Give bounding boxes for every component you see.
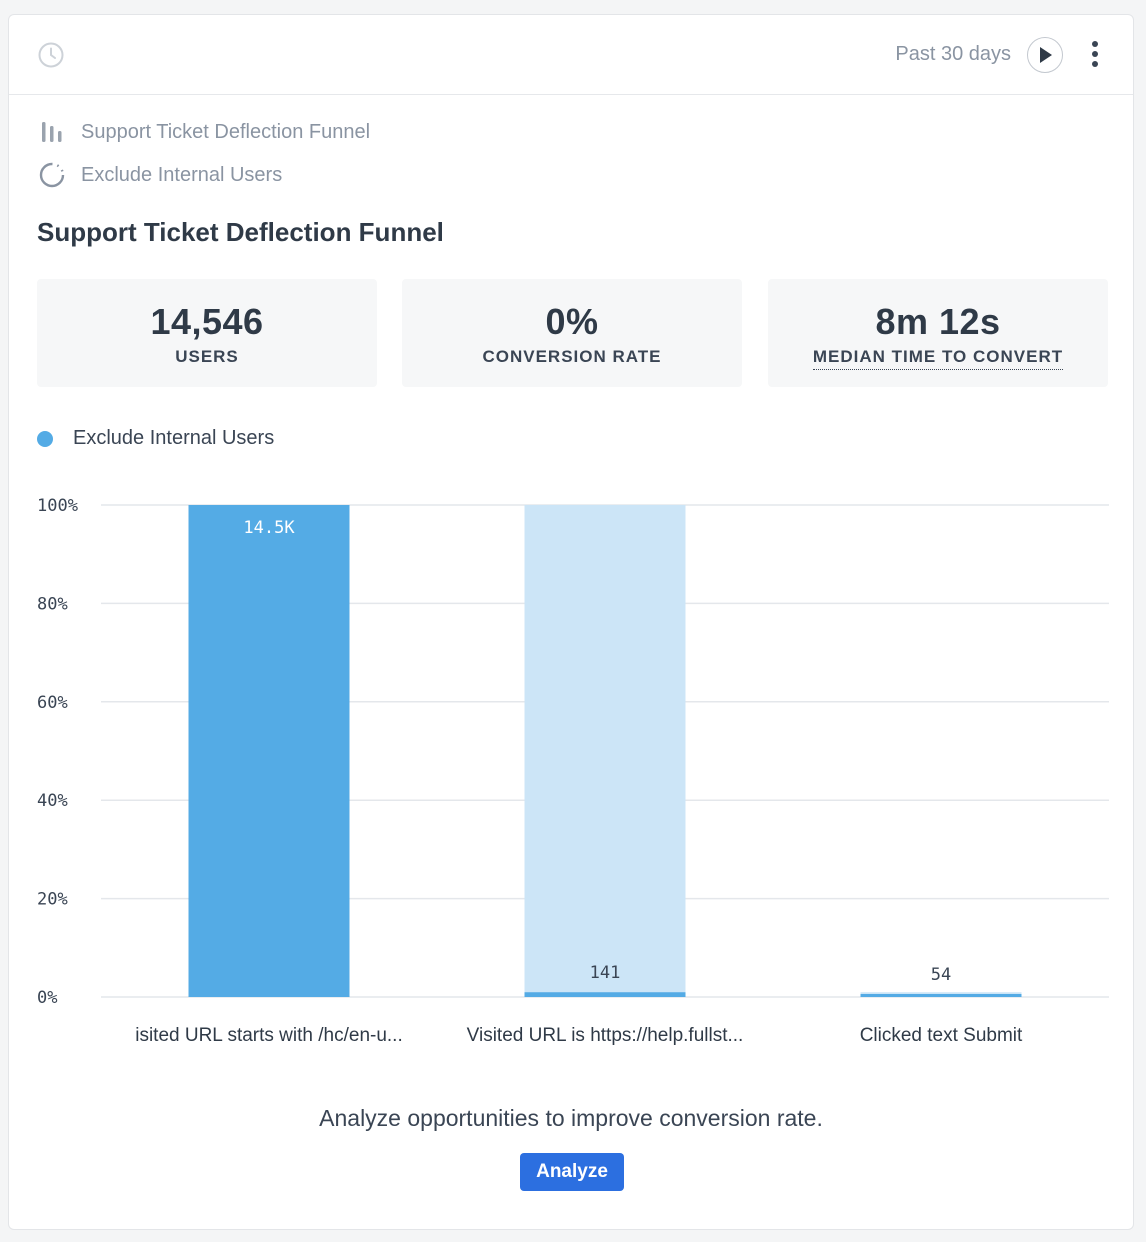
- analyze-prompt: Analyze opportunities to improve convers…: [319, 1105, 823, 1131]
- stat-median-time-value: 8m 12s: [875, 301, 1001, 342]
- clock-icon: [37, 41, 65, 69]
- dropoff-bar: [524, 505, 686, 997]
- segment-row: Exclude Internal Users: [37, 162, 282, 188]
- x-category-label: isited URL starts with /hc/en-u...: [135, 1025, 403, 1046]
- converted-bar: [524, 992, 686, 997]
- funnel-name-row: Support Ticket Deflection Funnel: [37, 119, 370, 145]
- converted-bar: [860, 994, 1022, 997]
- stat-users-value: 14,546: [150, 301, 264, 342]
- stat-conversion-label: CONVERSION RATE: [482, 347, 662, 366]
- play-button[interactable]: [1027, 37, 1063, 73]
- stat-conversion-rate: 0% CONVERSION RATE: [402, 279, 742, 387]
- analyze-button[interactable]: Analyze: [520, 1153, 624, 1191]
- segment-icon: [37, 162, 67, 188]
- play-icon: [1040, 47, 1052, 63]
- y-tick-label: 100%: [37, 496, 78, 516]
- funnel-bar-chart: 0% 20% 40% 60% 80% 100% 14.5K isited URL starts…: [37, 496, 1109, 1046]
- card-header: Past 30 days: [9, 15, 1133, 95]
- bar-value-label: 54: [931, 965, 951, 985]
- x-category-label: Visited URL is https://help.fullst...: [467, 1025, 744, 1046]
- converted-bar: [188, 505, 350, 997]
- funnel-card: Past 30 days Support Ticket Deflection F…: [8, 14, 1134, 1230]
- bar-value-label: 141: [590, 963, 621, 983]
- date-range-label[interactable]: Past 30 days: [895, 43, 1011, 65]
- stat-conversion-value: 0%: [545, 301, 599, 342]
- legend-swatch: [37, 430, 53, 447]
- segment-name-label[interactable]: Exclude Internal Users: [81, 163, 283, 186]
- stat-median-time: 8m 12s MEDIAN TIME TO CONVERT: [768, 279, 1108, 387]
- bar-value-label: 14.5K: [243, 518, 295, 538]
- chart-title: Support Ticket Deflection Funnel: [37, 217, 444, 247]
- y-tick-label: 40%: [37, 791, 68, 811]
- y-tick-label: 20%: [37, 890, 68, 910]
- y-tick-label: 80%: [37, 594, 68, 614]
- stat-users-label: USERS: [175, 347, 239, 366]
- funnel-icon: [37, 119, 67, 145]
- more-options-button[interactable]: [1085, 39, 1105, 71]
- stat-users: 14,546 USERS: [37, 279, 377, 387]
- funnel-name-label[interactable]: Support Ticket Deflection Funnel: [81, 120, 371, 143]
- kebab-dot-icon: [1092, 51, 1098, 57]
- kebab-dot-icon: [1092, 41, 1098, 47]
- legend-label: Exclude Internal Users: [73, 427, 275, 449]
- y-tick-label: 60%: [37, 693, 68, 713]
- chart-legend: Exclude Internal Users: [37, 427, 274, 450]
- x-category-label: Clicked text Submit: [860, 1025, 1023, 1046]
- kebab-dot-icon: [1092, 61, 1098, 67]
- stat-median-time-label[interactable]: MEDIAN TIME TO CONVERT: [812, 347, 1064, 370]
- y-tick-label: 0%: [37, 988, 57, 1008]
